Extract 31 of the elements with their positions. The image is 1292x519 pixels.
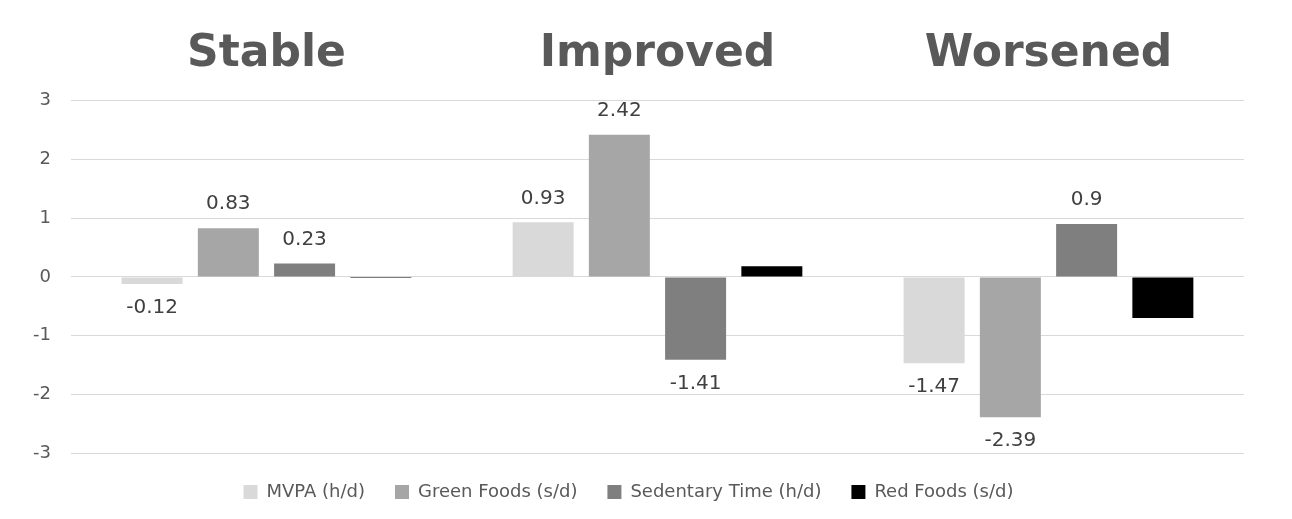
bar [979,277,1041,418]
y-tick-label: 3 [39,88,51,110]
bar [197,228,259,277]
bar [741,266,803,277]
data-label: 0.83 [206,190,251,215]
bar [1056,224,1118,277]
data-label: -1.41 [669,369,722,394]
x-tick-label: Stable [187,24,346,76]
y-tick-label: -1 [32,323,51,345]
data-label: -0.12 [126,294,178,319]
bar [665,277,727,360]
data-label: 2.42 [597,97,642,122]
data-label: -2.39 [984,427,1037,452]
y-tick-label: -2 [32,381,51,403]
bar [1132,277,1194,318]
bar [588,134,650,277]
bar [274,263,336,277]
y-tick-label: 2 [39,147,51,169]
x-tick-label: Improved [539,24,776,76]
y-tick-label: 1 [39,205,51,227]
data-label: 0.93 [520,184,566,209]
legend-label: Red Foods (s/d) [874,479,1014,501]
x-tick-label: Worsened [924,24,1173,76]
data-label: 0.23 [282,225,327,250]
legend-label: Sedentary Time (h/d) [630,479,822,501]
data-label: 0.9 [1070,186,1103,211]
y-tick-label: 0 [39,264,51,286]
data-label: -1.47 [908,373,960,398]
y-tick-label: -3 [32,440,51,462]
legend-label: MVPA (h/d) [266,479,366,501]
legend-label: Green Foods (s/d) [418,479,578,501]
